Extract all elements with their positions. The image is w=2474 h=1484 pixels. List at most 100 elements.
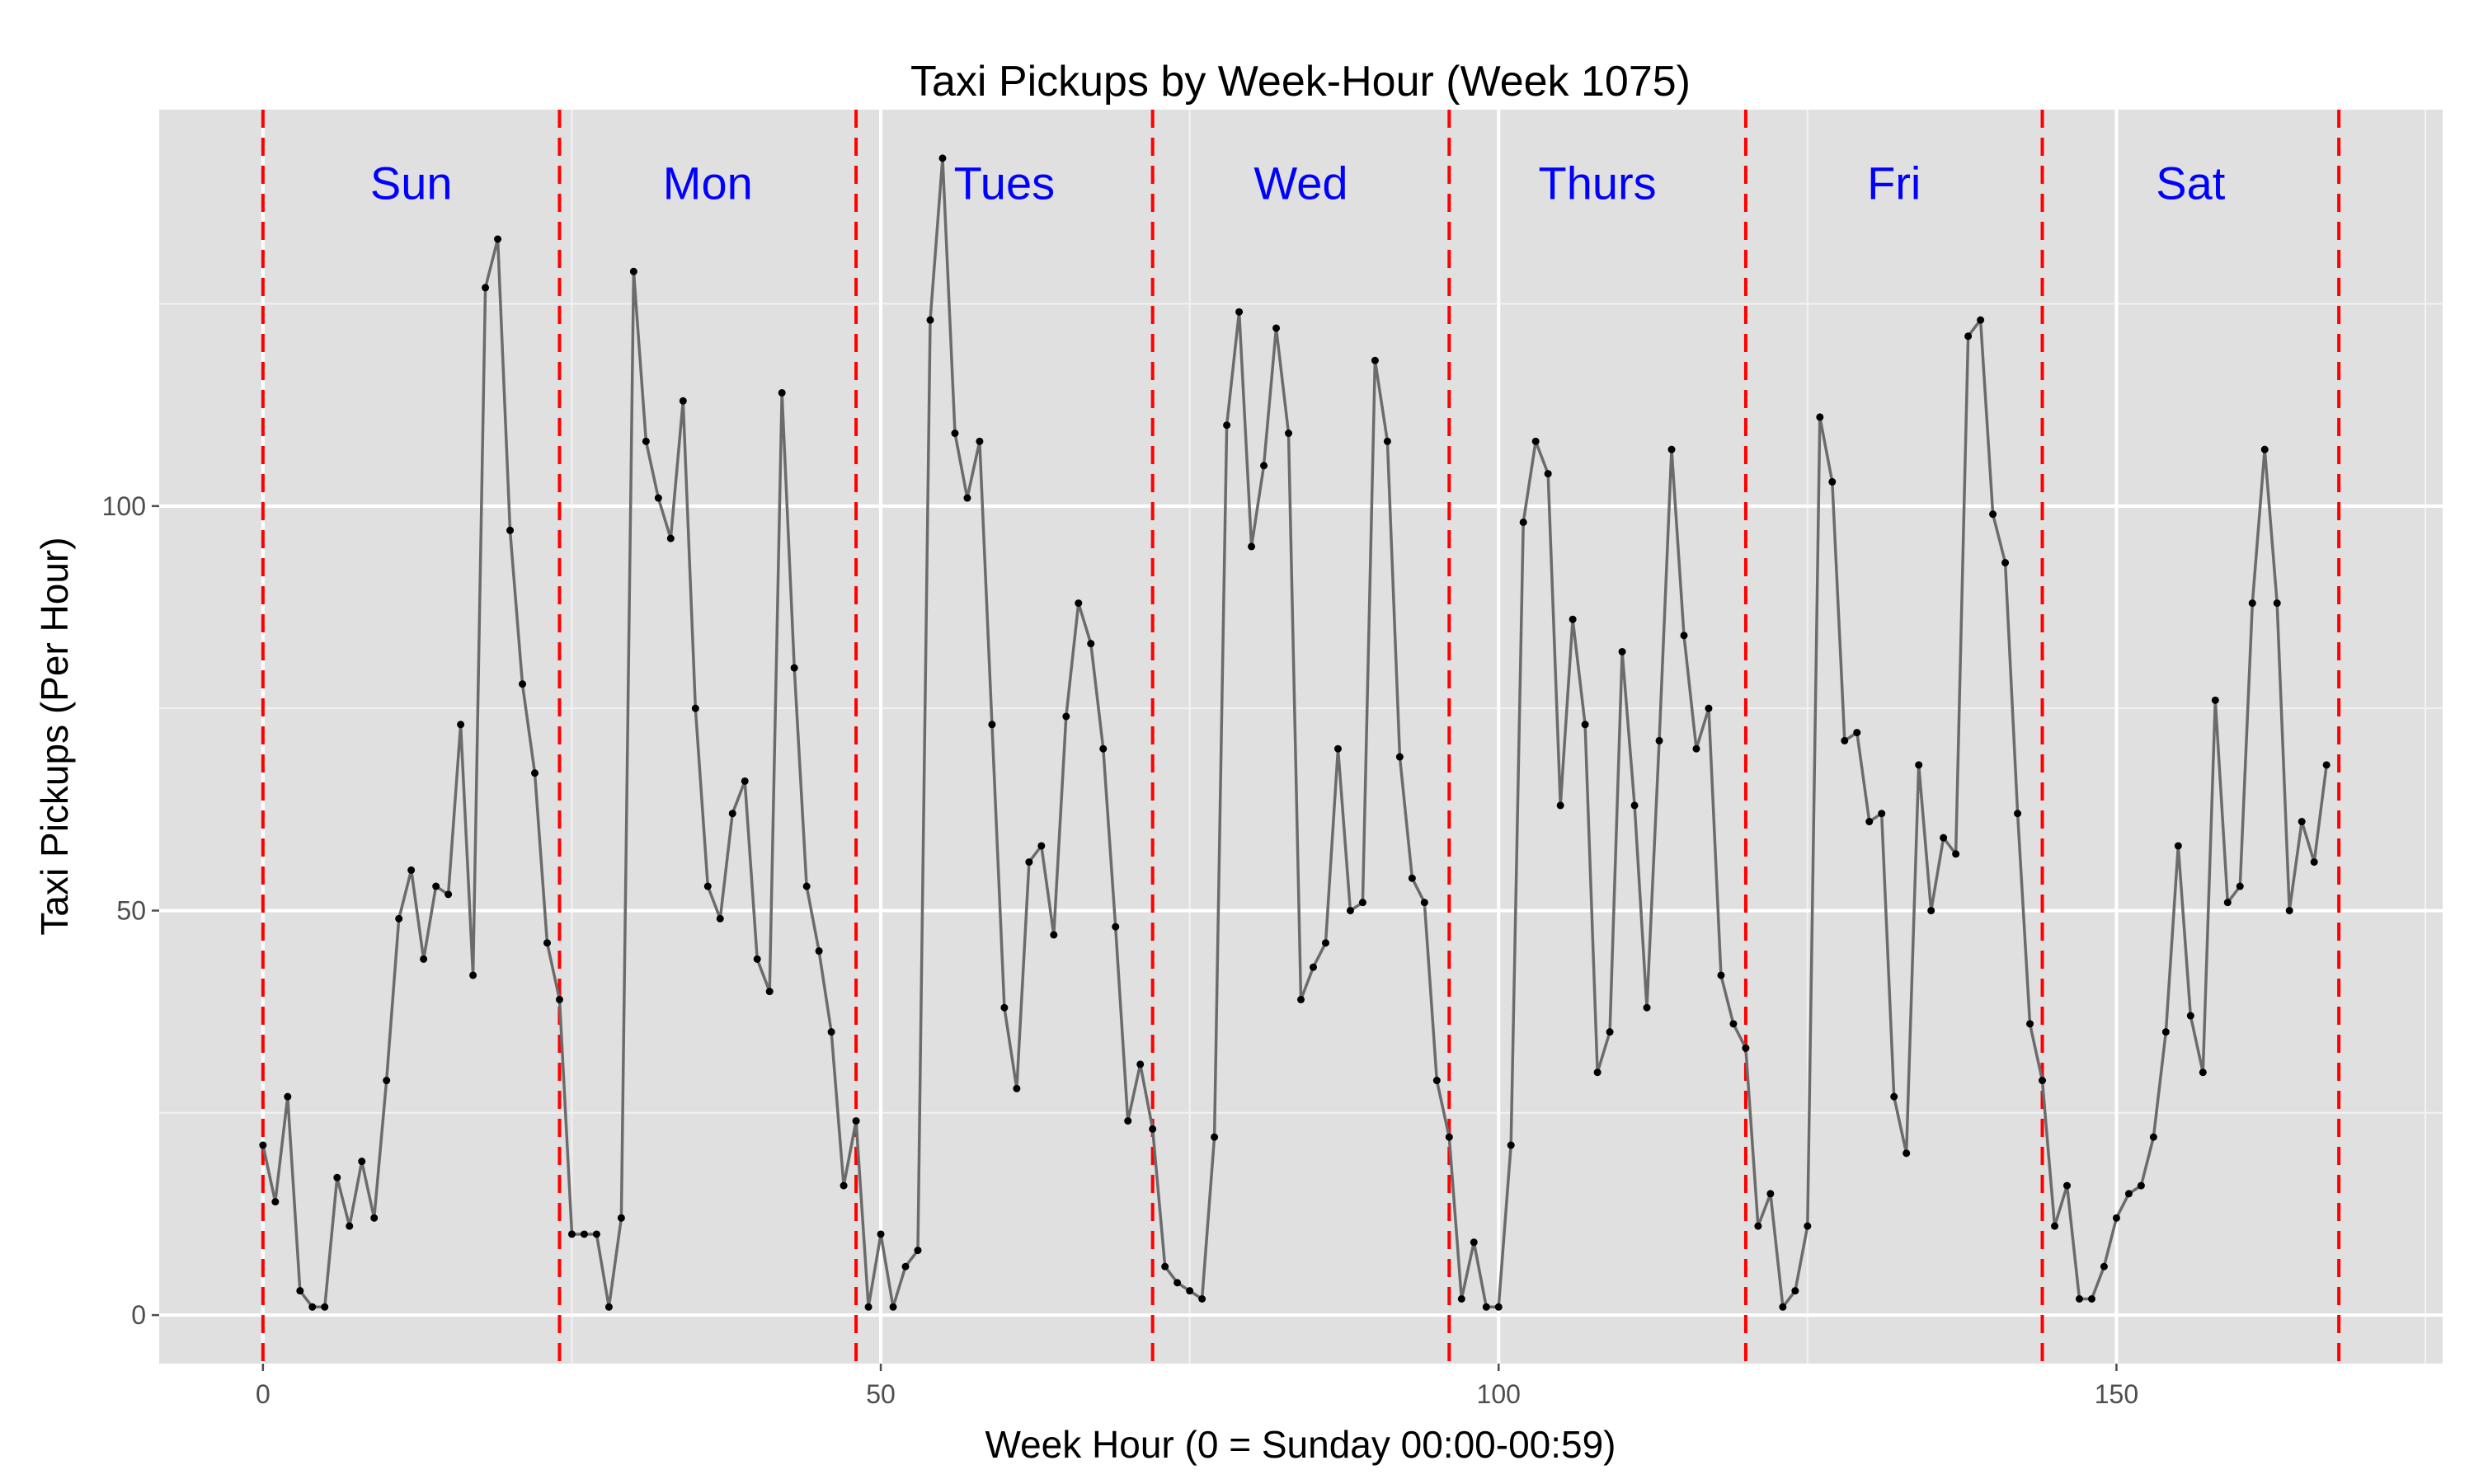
data-point bbox=[346, 1222, 354, 1230]
data-point bbox=[1297, 995, 1305, 1003]
data-point bbox=[642, 437, 650, 445]
data-point bbox=[1804, 1222, 1812, 1230]
data-point bbox=[1124, 1117, 1132, 1125]
data-point bbox=[1890, 1092, 1898, 1101]
data-point bbox=[1272, 324, 1281, 332]
data-point bbox=[531, 769, 539, 777]
data-point bbox=[519, 680, 527, 688]
data-point bbox=[976, 437, 984, 445]
y-axis-label: Taxi Pickups (Per Hour) bbox=[33, 537, 76, 935]
data-point bbox=[790, 664, 798, 672]
day-label: Sun bbox=[370, 157, 453, 209]
data-point bbox=[1754, 1222, 1762, 1230]
data-point bbox=[567, 1230, 576, 1238]
data-point bbox=[444, 890, 453, 899]
data-point bbox=[1075, 599, 1083, 608]
data-point bbox=[914, 1247, 922, 1255]
chart-title: Taxi Pickups by Week-Hour (Week 1075) bbox=[910, 58, 1691, 106]
data-point bbox=[1408, 874, 1416, 882]
data-point bbox=[951, 430, 959, 438]
data-point bbox=[2298, 818, 2306, 826]
data-point bbox=[765, 988, 774, 996]
data-point bbox=[592, 1230, 600, 1238]
data-point bbox=[2149, 1133, 2157, 1141]
x-tick-label: 0 bbox=[256, 1379, 270, 1409]
data-point bbox=[2087, 1294, 2095, 1303]
y-tick-label: 0 bbox=[131, 1300, 146, 1330]
data-point bbox=[2260, 445, 2269, 453]
data-point bbox=[691, 704, 699, 712]
data-point bbox=[1099, 744, 1108, 753]
data-point bbox=[469, 971, 477, 979]
data-point bbox=[1013, 1084, 1021, 1092]
data-point bbox=[1445, 1133, 1453, 1141]
data-point bbox=[2100, 1262, 2108, 1270]
minor-gridlines bbox=[159, 110, 2443, 1364]
data-point bbox=[1791, 1287, 1799, 1295]
data-point bbox=[2062, 1181, 2071, 1190]
data-point bbox=[703, 882, 712, 890]
data-point bbox=[1667, 445, 1676, 453]
data-point bbox=[617, 1214, 625, 1222]
data-point bbox=[629, 267, 637, 275]
data-point bbox=[1395, 753, 1404, 761]
data-point bbox=[296, 1287, 304, 1295]
data-point bbox=[506, 526, 515, 534]
data-point bbox=[1112, 923, 1120, 931]
data-point bbox=[395, 914, 403, 923]
data-point bbox=[1482, 1303, 1490, 1311]
data-point bbox=[1903, 1149, 1911, 1158]
data-point bbox=[1494, 1303, 1503, 1311]
data-point bbox=[1507, 1141, 1515, 1149]
data-point bbox=[1865, 818, 1874, 826]
data-point bbox=[1977, 316, 1985, 324]
day-label: Wed bbox=[1253, 157, 1348, 209]
data-point bbox=[963, 494, 971, 502]
data-point bbox=[1915, 761, 1923, 769]
data-point bbox=[2001, 559, 2010, 567]
data-point bbox=[1519, 518, 1527, 526]
data-point bbox=[383, 1077, 391, 1085]
data-point bbox=[877, 1230, 885, 1238]
data-point bbox=[864, 1303, 872, 1311]
data-point bbox=[901, 1262, 910, 1270]
data-point bbox=[1606, 1028, 1614, 1036]
data-point bbox=[1211, 1133, 1219, 1141]
data-point bbox=[654, 494, 662, 502]
data-point bbox=[1816, 413, 1824, 421]
data-point bbox=[1841, 736, 1849, 744]
data-point bbox=[1321, 939, 1329, 947]
data-point bbox=[1285, 430, 1293, 438]
data-point bbox=[1309, 963, 1317, 971]
data-point bbox=[1569, 615, 1577, 623]
data-point bbox=[407, 866, 416, 874]
x-tick-label: 150 bbox=[2095, 1379, 2138, 1409]
data-point bbox=[1000, 1003, 1009, 1012]
data-point bbox=[2039, 1077, 2047, 1085]
y-axis-ticks: 0 50 100 bbox=[102, 491, 159, 1330]
data-point bbox=[1742, 1044, 1750, 1052]
data-point bbox=[1358, 899, 1366, 907]
data-point bbox=[827, 1028, 835, 1036]
data-point bbox=[1556, 801, 1564, 810]
data-point bbox=[1964, 332, 1973, 340]
data-point bbox=[2273, 599, 2281, 608]
data-point bbox=[2285, 906, 2293, 914]
data-point bbox=[1037, 842, 1046, 850]
data-point bbox=[2322, 761, 2331, 769]
data-point bbox=[1470, 1238, 1478, 1247]
data-point bbox=[2223, 899, 2232, 907]
data-point bbox=[432, 882, 440, 890]
data-points bbox=[259, 154, 2331, 1311]
plot-background bbox=[159, 110, 2443, 1364]
data-point bbox=[321, 1303, 329, 1311]
data-point bbox=[420, 955, 428, 963]
data-point bbox=[2075, 1294, 2083, 1303]
data-point bbox=[1779, 1303, 1787, 1311]
data-point bbox=[1346, 906, 1354, 914]
y-tick-label: 50 bbox=[116, 895, 146, 925]
data-point bbox=[2026, 1020, 2034, 1028]
data-point bbox=[1149, 1125, 1157, 1133]
